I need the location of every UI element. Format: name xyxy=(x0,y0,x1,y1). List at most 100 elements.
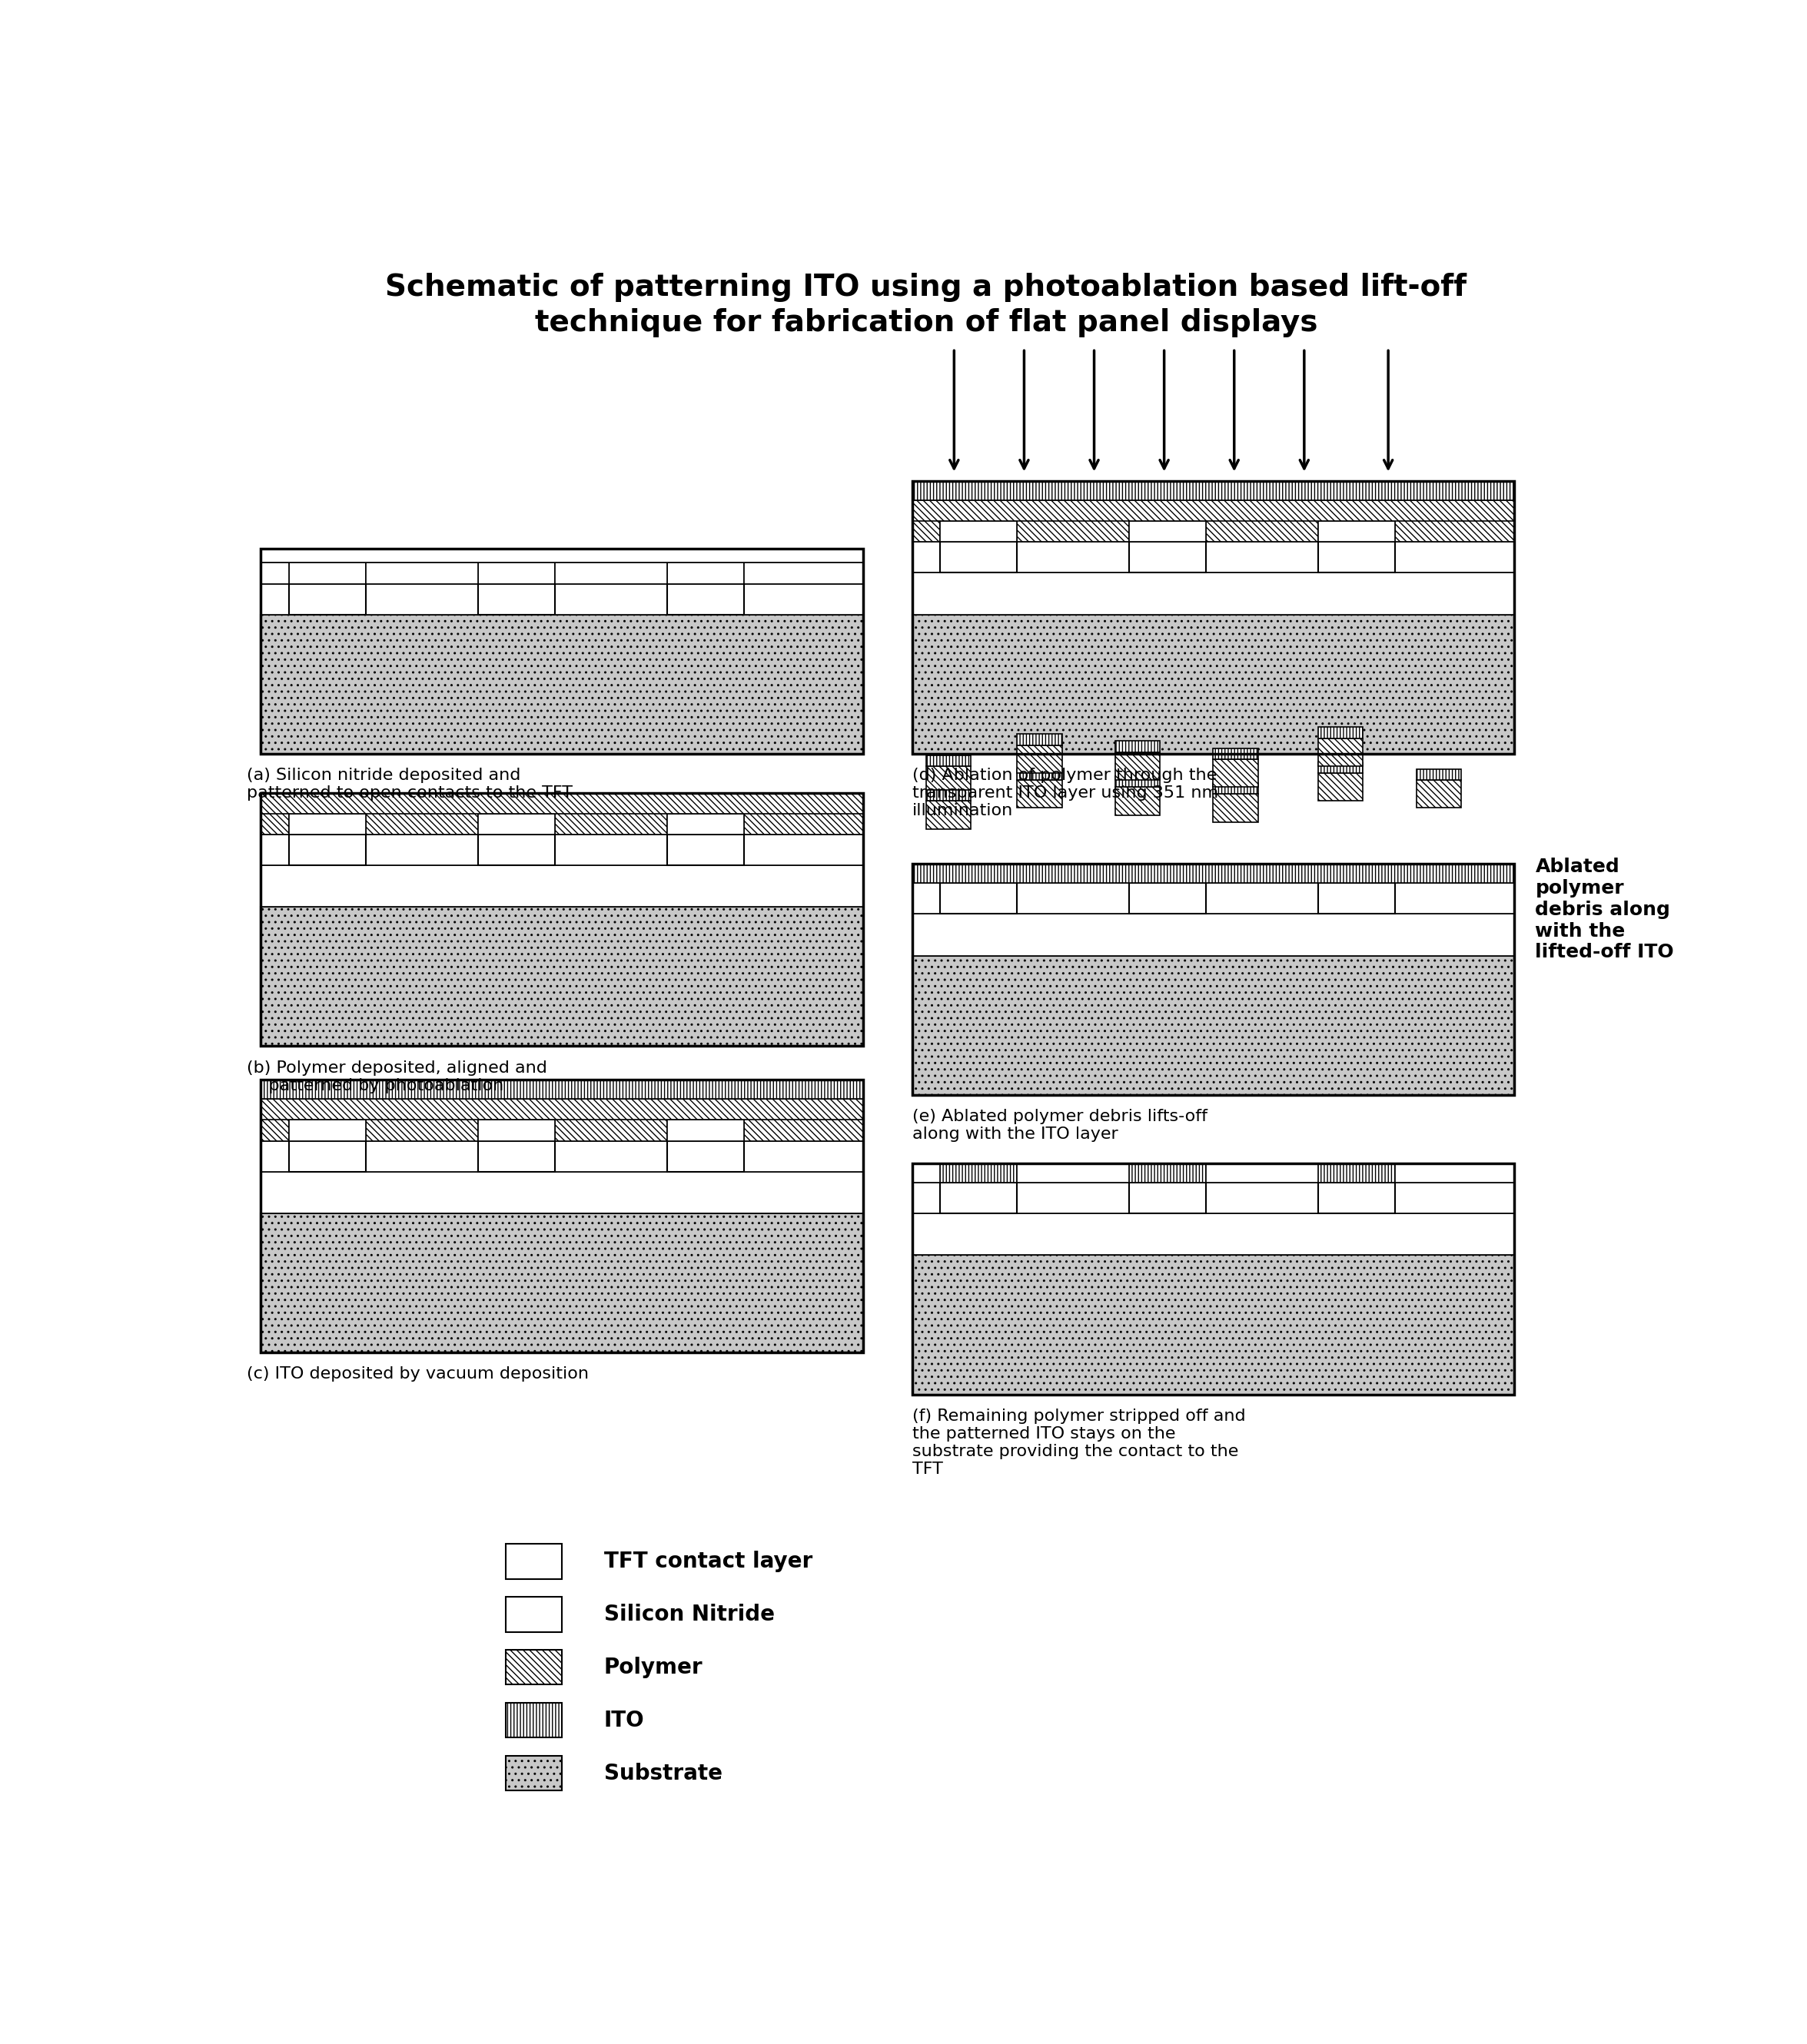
Bar xyxy=(927,801,970,830)
Bar xyxy=(940,883,1017,914)
Bar xyxy=(289,1120,365,1141)
Bar xyxy=(667,814,744,834)
Bar xyxy=(1129,542,1207,572)
Bar xyxy=(365,1100,477,1141)
Bar xyxy=(1129,521,1207,542)
Bar xyxy=(1017,781,1063,807)
Bar xyxy=(260,1171,864,1214)
Bar xyxy=(1319,762,1362,773)
Bar xyxy=(940,1163,1017,1183)
Bar xyxy=(913,501,940,542)
Bar xyxy=(913,957,1514,1096)
Bar xyxy=(1115,777,1160,787)
Text: Silicon Nitride: Silicon Nitride xyxy=(604,1605,775,1625)
Bar xyxy=(744,562,864,585)
Bar xyxy=(477,562,555,585)
Bar xyxy=(1417,781,1462,807)
Bar xyxy=(940,542,1017,572)
Bar xyxy=(667,1141,744,1171)
Bar xyxy=(1115,742,1160,752)
Bar xyxy=(506,1543,562,1578)
Bar xyxy=(913,615,1514,754)
Bar xyxy=(477,1141,555,1171)
Bar xyxy=(913,1255,1514,1394)
Bar xyxy=(260,1214,864,1353)
Bar xyxy=(365,793,477,834)
Bar xyxy=(913,501,1514,521)
Bar xyxy=(477,834,555,865)
Bar xyxy=(744,1100,864,1141)
Text: (e) Ablated polymer debris lifts-off
along with the ITO layer: (e) Ablated polymer debris lifts-off alo… xyxy=(913,1108,1207,1143)
Text: ITO: ITO xyxy=(604,1709,645,1731)
Text: (c) ITO deposited by vacuum deposition: (c) ITO deposited by vacuum deposition xyxy=(248,1367,589,1382)
Text: Ablated
polymer
debris along
with the
lifted-off ITO: Ablated polymer debris along with the li… xyxy=(1536,858,1673,961)
Bar xyxy=(555,562,667,585)
Bar xyxy=(477,585,555,615)
Bar xyxy=(260,615,864,754)
Bar xyxy=(1129,1163,1207,1183)
Bar xyxy=(1212,758,1258,787)
Bar xyxy=(260,1100,289,1141)
Bar xyxy=(913,1214,1514,1255)
Bar xyxy=(927,789,970,801)
Bar xyxy=(555,1100,667,1141)
Text: TFT contact layer: TFT contact layer xyxy=(604,1551,813,1572)
Text: (f) Remaining polymer stripped off and
the patterned ITO stays on the
substrate : (f) Remaining polymer stripped off and t… xyxy=(913,1408,1245,1478)
Bar xyxy=(506,1650,562,1684)
Bar xyxy=(260,585,864,615)
Bar xyxy=(1319,1183,1395,1214)
Bar xyxy=(289,834,365,865)
Bar xyxy=(744,793,864,834)
Text: (b) Polymer deposited, aligned and
    patterned by photoablation: (b) Polymer deposited, aligned and patte… xyxy=(248,1061,548,1094)
Bar xyxy=(1017,734,1063,746)
Bar xyxy=(1017,769,1063,781)
Bar xyxy=(940,1183,1017,1214)
Bar xyxy=(1129,1183,1207,1214)
Bar xyxy=(1129,1163,1207,1183)
Bar xyxy=(260,793,864,1047)
Bar xyxy=(1115,787,1160,816)
Bar xyxy=(913,1183,1514,1214)
Bar xyxy=(940,521,1017,542)
Bar xyxy=(1129,883,1207,914)
Bar xyxy=(1212,748,1258,758)
Bar xyxy=(506,1756,562,1791)
Bar xyxy=(1319,521,1395,542)
Text: technique for fabrication of flat panel displays: technique for fabrication of flat panel … xyxy=(535,309,1317,337)
Bar xyxy=(289,814,365,834)
Bar xyxy=(1319,1163,1395,1183)
Bar xyxy=(260,834,864,865)
Bar xyxy=(927,766,970,793)
Bar xyxy=(1319,883,1395,914)
Text: Substrate: Substrate xyxy=(604,1762,723,1784)
Bar xyxy=(667,1120,744,1141)
Bar xyxy=(1017,501,1129,542)
Bar xyxy=(1319,728,1362,738)
Bar xyxy=(1319,773,1362,801)
Bar xyxy=(1319,542,1395,572)
Bar xyxy=(1017,746,1063,773)
Bar xyxy=(506,1596,562,1631)
Bar xyxy=(260,550,864,754)
Text: (d) Ablation of polymer through the
transparent ITO layer using 351 nm
illuminat: (d) Ablation of polymer through the tran… xyxy=(913,769,1218,818)
Bar xyxy=(555,793,667,834)
Text: (a) Silicon nitride deposited and
patterned to open contacts to the TFT: (a) Silicon nitride deposited and patter… xyxy=(248,769,573,801)
Bar xyxy=(913,883,1514,914)
Bar xyxy=(506,1703,562,1737)
Bar xyxy=(667,585,744,615)
Bar xyxy=(913,480,1514,501)
Bar xyxy=(913,865,1514,883)
Bar xyxy=(1207,501,1319,542)
Bar xyxy=(1115,752,1160,781)
Bar xyxy=(260,1079,864,1353)
Bar xyxy=(1417,769,1462,781)
Bar xyxy=(477,1120,555,1141)
Bar xyxy=(667,834,744,865)
Bar xyxy=(289,562,365,585)
Bar xyxy=(260,793,289,834)
Bar xyxy=(289,585,365,615)
Bar xyxy=(1212,783,1258,793)
Bar xyxy=(260,865,864,908)
Bar xyxy=(260,1079,864,1100)
Bar xyxy=(1319,738,1362,766)
